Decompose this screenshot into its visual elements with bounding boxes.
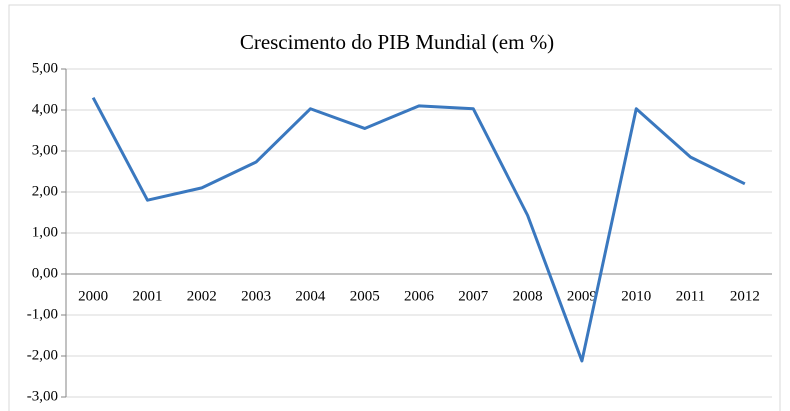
- x-tick-label: 2003: [241, 288, 271, 304]
- y-tick-label: 4,00: [32, 101, 58, 117]
- chart-title: Crescimento do PIB Mundial (em %): [240, 30, 554, 54]
- x-tick-label: 2006: [404, 288, 435, 304]
- x-tick-label: 2000: [78, 288, 108, 304]
- x-tick-label: 2007: [458, 288, 489, 304]
- line: [91, 96, 746, 363]
- x-tick-label: 2009: [567, 288, 597, 304]
- y-tick-label: 1,00: [32, 224, 58, 240]
- x-tick-label: 2011: [676, 288, 705, 304]
- y-tick-label: 0,00: [32, 265, 58, 281]
- y-tick-label: 5,00: [32, 60, 58, 76]
- y-tick-label: -1,00: [27, 306, 58, 322]
- x-tick-label: 2001: [132, 288, 162, 304]
- y-tick-label: -3,00: [27, 388, 58, 404]
- x-tick-label: 2012: [730, 288, 760, 304]
- x-tick-label: 2008: [513, 288, 543, 304]
- y-tick-label: -2,00: [27, 347, 58, 363]
- x-tick-label: 2004: [295, 288, 326, 304]
- x-tick-label: 2010: [621, 288, 651, 304]
- y-tick-label: 2,00: [32, 183, 58, 199]
- x-tick-label: 2002: [187, 288, 217, 304]
- y-tick-label: 3,00: [32, 142, 58, 158]
- chart-frame: [8, 4, 781, 411]
- x-tick-label: 2005: [350, 288, 380, 304]
